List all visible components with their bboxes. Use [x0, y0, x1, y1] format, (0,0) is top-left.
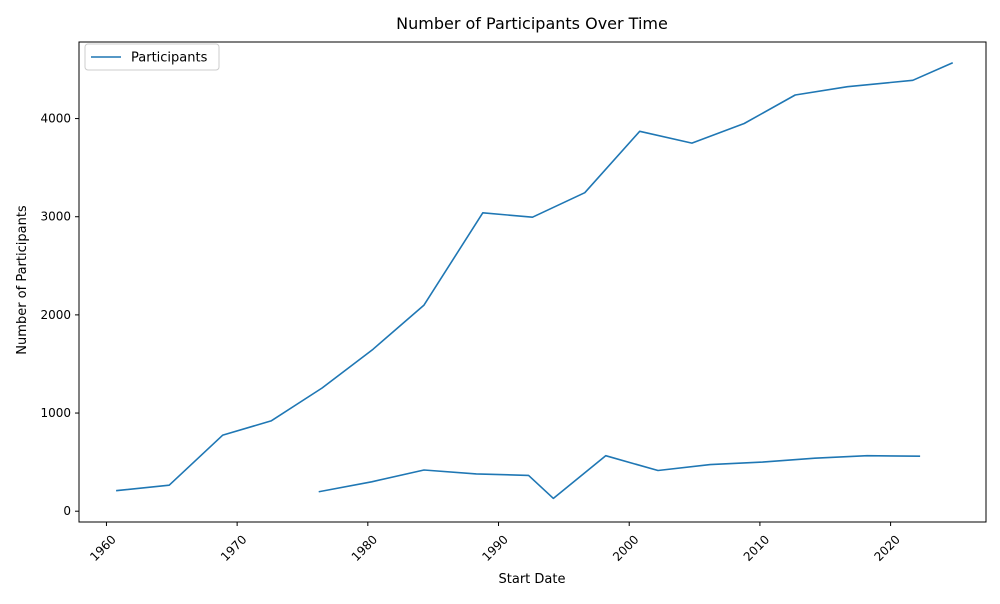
y-tick-label: 1000 [40, 406, 71, 420]
y-tick-label: 4000 [40, 112, 71, 126]
chart-title: Number of Participants Over Time [396, 14, 668, 33]
plot-area [116, 62, 954, 500]
legend-label: Participants [131, 51, 208, 66]
y-tick-label: 3000 [40, 210, 71, 224]
series-line-0-segment-0 [116, 62, 954, 492]
x-axis-label: Start Date [499, 572, 566, 587]
y-axis-label: Number of Participants [15, 205, 30, 355]
series-line-0-segment-1 [318, 454, 921, 500]
y-tick-label: 0 [63, 504, 71, 518]
legend: Participants [84, 43, 220, 71]
y-tick-label: 2000 [40, 308, 71, 322]
axes-frame [78, 41, 987, 523]
legend-box [84, 43, 220, 71]
